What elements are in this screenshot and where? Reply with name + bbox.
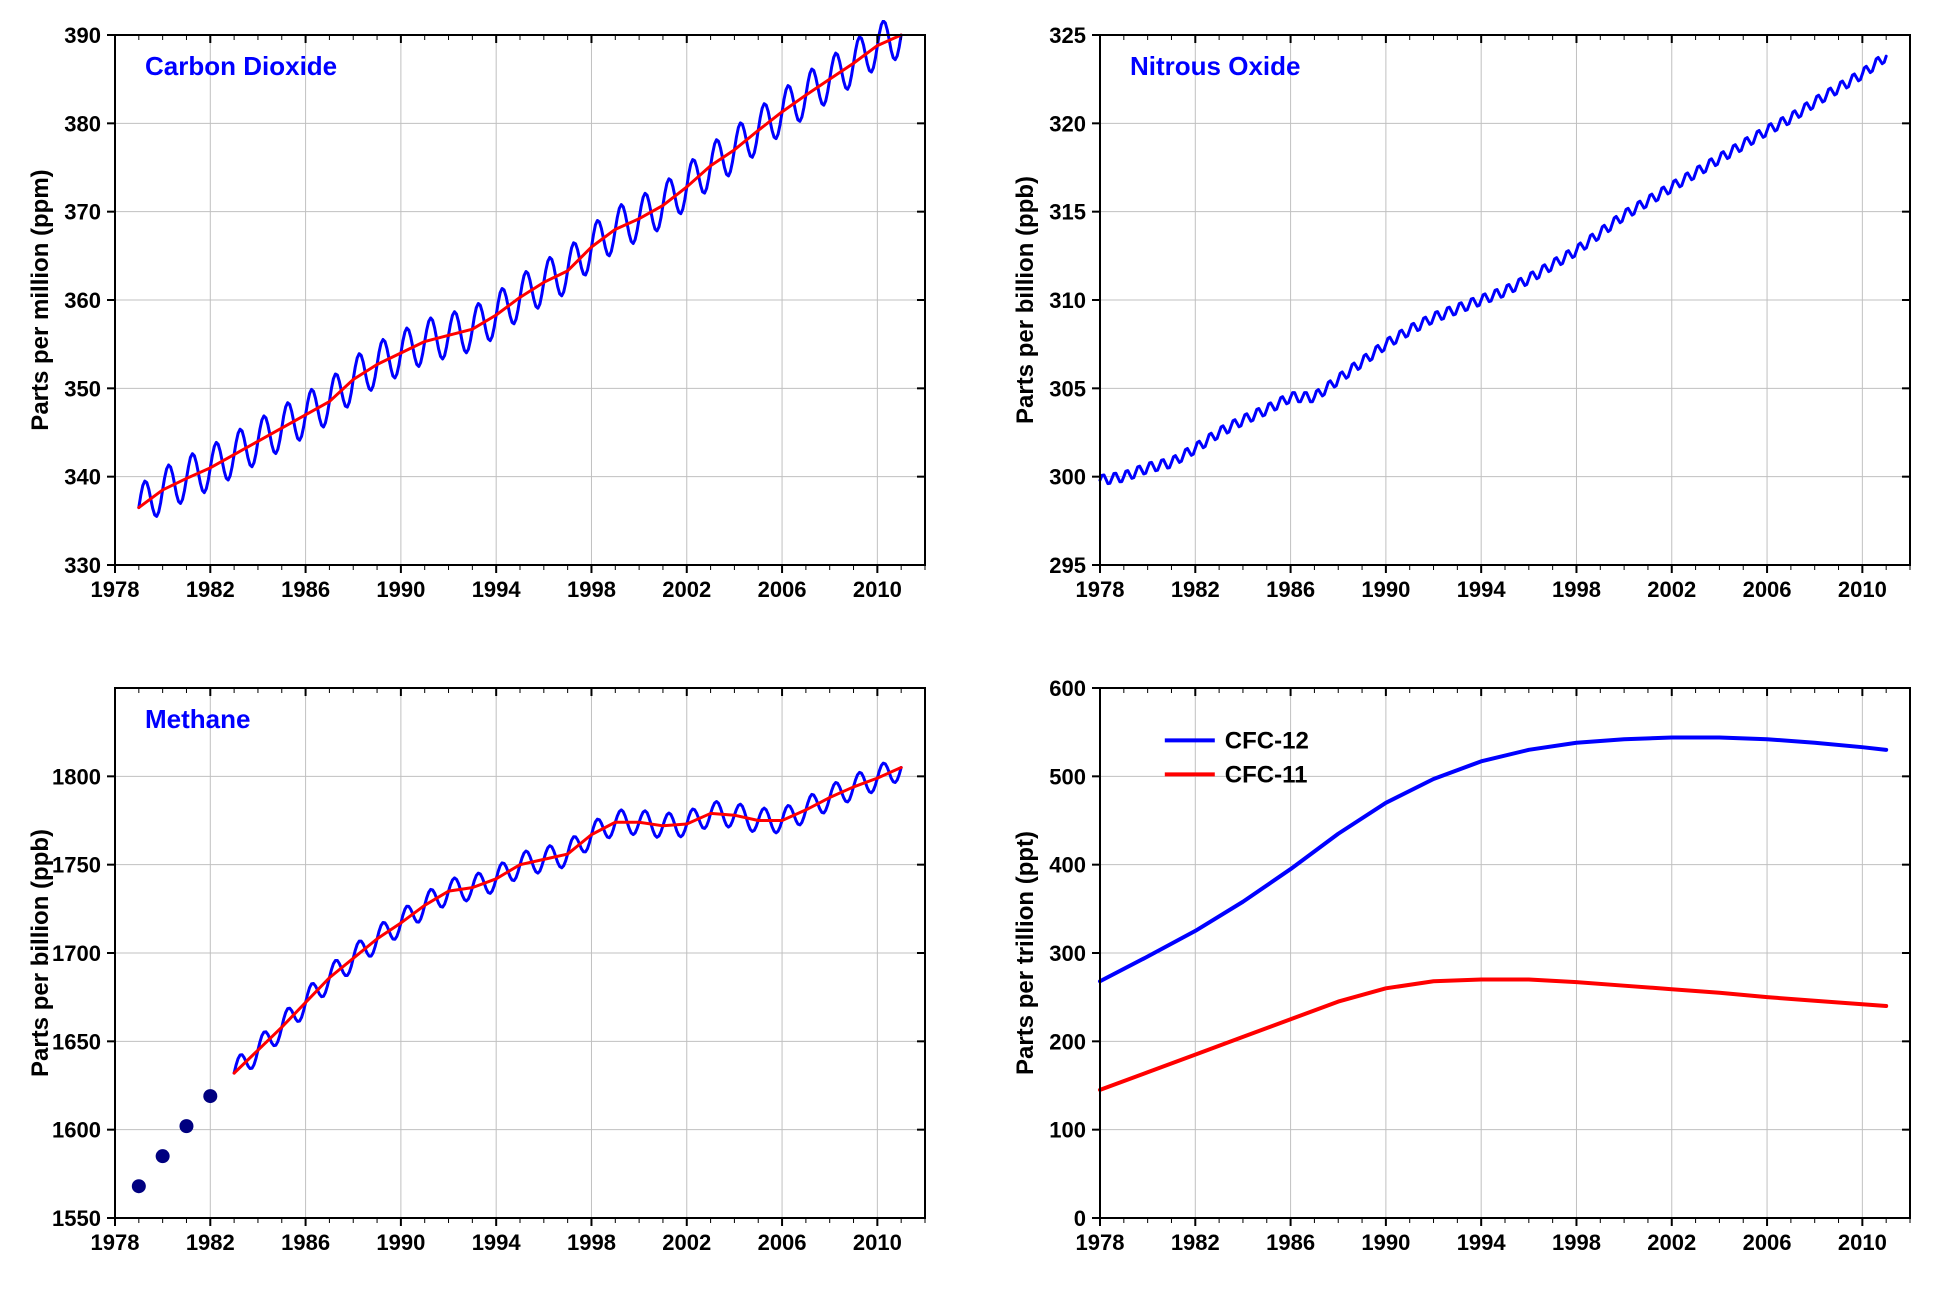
x-tick-label: 1982 xyxy=(1171,1230,1220,1255)
legend-label: CFC-12 xyxy=(1225,727,1309,754)
y-axis-label: Parts per billion (ppb) xyxy=(1012,176,1039,424)
y-axis: 1550 1600 1650 1700 1750 1800 xyxy=(52,764,925,1231)
x-tick-label: 2002 xyxy=(1647,1230,1696,1255)
x-tick-label: 1994 xyxy=(472,1230,522,1255)
panel-title: Nitrous Oxide xyxy=(1130,51,1300,81)
chart-co2: 1978 1982 1986 1990 1994 1998 2002 2006 2010 330 3… xyxy=(20,20,940,620)
x-tick-label: 1990 xyxy=(1361,1230,1410,1255)
x-tick-label: 1994 xyxy=(472,577,522,602)
x-tick-label: 2006 xyxy=(758,577,807,602)
x-tick-label: 1990 xyxy=(1361,577,1410,602)
chart-cfc: 1978 1982 1986 1990 1994 1998 2002 2006 2010 0 100… xyxy=(1005,673,1925,1273)
x-tick-label: 1982 xyxy=(186,577,235,602)
x-tick-label: 1990 xyxy=(376,577,425,602)
series-co2-trend xyxy=(139,35,901,508)
y-tick-label: 200 xyxy=(1049,1029,1086,1054)
legend-label: CFC-11 xyxy=(1225,761,1308,788)
gridlines xyxy=(1100,688,1910,1218)
y-tick-label: 325 xyxy=(1049,23,1086,48)
y-tick-label: 1550 xyxy=(52,1206,101,1231)
panel-n2o: 1978 1982 1986 1990 1994 1998 2002 2006 2010 295 3… xyxy=(1005,20,1930,633)
x-tick-label: 2010 xyxy=(853,577,902,602)
panel-cfc: 1978 1982 1986 1990 1994 1998 2002 2006 2010 0 100… xyxy=(1005,673,1930,1286)
legend: CFC-12 CFC-11 xyxy=(1165,727,1309,788)
chart-grid: 1978 1982 1986 1990 1994 1998 2002 2006 2010 330 3… xyxy=(20,20,1930,1286)
x-tick-label: 2010 xyxy=(1838,577,1887,602)
y-tick-label: 300 xyxy=(1049,941,1086,966)
x-tick-label: 2006 xyxy=(1743,577,1792,602)
x-tick-label: 1978 xyxy=(91,577,140,602)
x-tick-label: 1986 xyxy=(281,1230,330,1255)
panel-co2: 1978 1982 1986 1990 1994 1998 2002 2006 2010 330 3… xyxy=(20,20,945,633)
x-tick-label: 1998 xyxy=(1552,577,1601,602)
y-tick-label: 300 xyxy=(1049,465,1086,490)
x-tick-label: 2006 xyxy=(1743,1230,1792,1255)
x-tick-label: 1998 xyxy=(567,577,616,602)
x-tick-label: 1982 xyxy=(186,1230,235,1255)
series-cfc-11 xyxy=(1100,980,1886,1090)
x-tick-label: 1998 xyxy=(1552,1230,1601,1255)
y-tick-label: 0 xyxy=(1074,1206,1086,1231)
y-axis-label: Parts per billion (ppb) xyxy=(27,829,54,1077)
x-tick-label: 2002 xyxy=(1647,577,1696,602)
x-tick-label: 1986 xyxy=(281,577,330,602)
x-tick-label: 1994 xyxy=(1457,577,1507,602)
x-tick-label: 1998 xyxy=(567,1230,616,1255)
x-axis: 1978 1982 1986 1990 1994 1998 2002 2006 2010 xyxy=(91,688,925,1255)
series-cfc-12 xyxy=(1100,737,1886,981)
x-tick-label: 1982 xyxy=(1171,577,1220,602)
points-ch4-early xyxy=(132,1089,217,1193)
gridlines xyxy=(115,688,925,1218)
y-tick-label: 1650 xyxy=(52,1029,101,1054)
x-tick-label: 1978 xyxy=(91,1230,140,1255)
x-tick-label: 1990 xyxy=(376,1230,425,1255)
y-tick-label: 400 xyxy=(1049,853,1086,878)
y-tick-label: 1700 xyxy=(52,941,101,966)
x-tick-label: 2002 xyxy=(662,1230,711,1255)
y-tick-label: 310 xyxy=(1049,288,1086,313)
series-ch4-trend xyxy=(234,768,901,1074)
series-co2-monthly xyxy=(139,21,901,517)
y-axis-label: Parts per trillion (ppt) xyxy=(1012,831,1039,1075)
chart-n2o: 1978 1982 1986 1990 1994 1998 2002 2006 2010 295 3… xyxy=(1005,20,1925,620)
y-tick-label: 1600 xyxy=(52,1118,101,1143)
y-tick-label: 390 xyxy=(64,23,101,48)
y-tick-label: 100 xyxy=(1049,1118,1086,1143)
x-tick-label: 2002 xyxy=(662,577,711,602)
y-tick-label: 600 xyxy=(1049,676,1086,701)
y-tick-label: 1750 xyxy=(52,853,101,878)
x-tick-label: 1994 xyxy=(1457,1230,1507,1255)
y-tick-label: 1800 xyxy=(52,764,101,789)
y-tick-label: 305 xyxy=(1049,376,1086,401)
series-ch4-monthly xyxy=(234,763,901,1073)
gridlines xyxy=(1100,35,1910,565)
y-tick-label: 370 xyxy=(64,200,101,225)
x-tick-label: 1978 xyxy=(1076,1230,1125,1255)
panel-ch4: 1978198219861990199419982002200620101550… xyxy=(20,673,945,1286)
x-tick-label: 2010 xyxy=(1838,1230,1887,1255)
x-tick-label: 1986 xyxy=(1266,577,1315,602)
x-tick-label: 1986 xyxy=(1266,1230,1315,1255)
y-tick-label: 320 xyxy=(1049,111,1086,136)
y-tick-label: 315 xyxy=(1049,200,1086,225)
y-tick-label: 350 xyxy=(64,376,101,401)
y-tick-label: 500 xyxy=(1049,764,1086,789)
y-tick-label: 360 xyxy=(64,288,101,313)
panel-title: Carbon Dioxide xyxy=(145,51,337,81)
y-tick-label: 340 xyxy=(64,465,101,490)
y-axis-label: Parts per million (ppm) xyxy=(27,169,54,430)
y-tick-label: 330 xyxy=(64,553,101,578)
x-tick-label: 2006 xyxy=(758,1230,807,1255)
y-tick-label: 295 xyxy=(1049,553,1086,578)
x-tick-label: 1978 xyxy=(1076,577,1125,602)
chart-ch4: 1978198219861990199419982002200620101550… xyxy=(20,673,940,1273)
x-tick-label: 2010 xyxy=(853,1230,902,1255)
y-tick-label: 380 xyxy=(64,111,101,136)
panel-title: Methane xyxy=(145,704,250,734)
series-n2o xyxy=(1100,56,1886,483)
